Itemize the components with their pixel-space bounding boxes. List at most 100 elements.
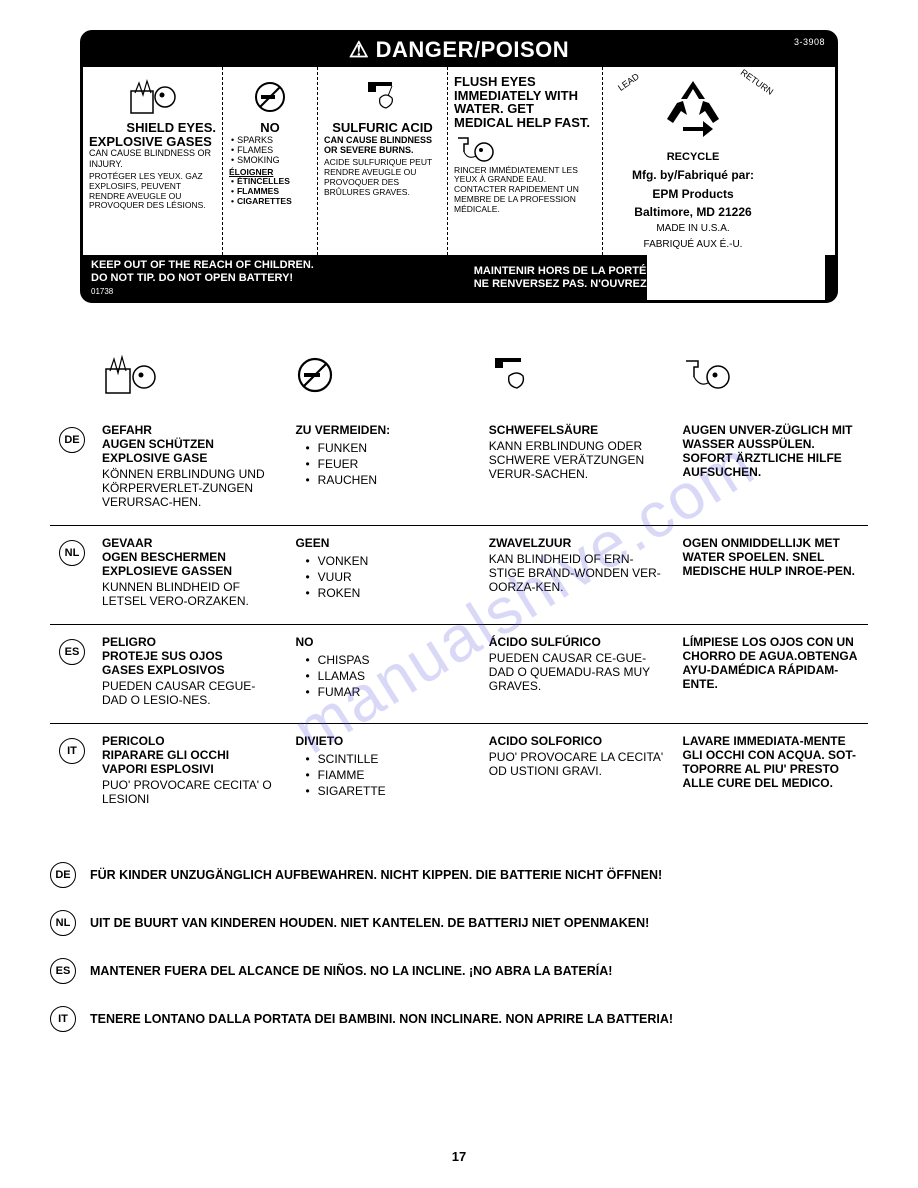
- lang-badge: DE: [50, 862, 76, 888]
- no-text: NO: [229, 121, 311, 135]
- list-item: FEUER: [305, 457, 472, 471]
- table-row: DE GEFAHRAUGEN SCHÜTZENEXPLOSIVE GASE KÖNN…: [50, 413, 868, 526]
- col4-cell: OGEN ONMIDDELLIJK MET WATER SPOELEN. SNE…: [674, 525, 868, 624]
- warning-col-2: NO SPARKS FLAMES SMOKING ÉLOIGNER ÉTINCE…: [223, 67, 318, 255]
- col4-fr-text: RINCER IMMÉDIATEMENT LES YEUX À GRANDE E…: [454, 166, 596, 215]
- item-list: CHISPASLLAMASFUMAR: [295, 653, 472, 699]
- list-item: SCINTILLE: [305, 752, 472, 766]
- warning-col-3: SULFURIC ACID CAN CAUSE BLINDNESS OR SEV…: [318, 67, 448, 255]
- bold-line: SCHWEFELSÄURE: [489, 423, 667, 437]
- lead-text: LEAD: [616, 71, 641, 93]
- lang-badge-cell: DE: [50, 413, 94, 526]
- col2-cell: DIVIETO SCINTILLE FIAMME SIGARETTE: [287, 723, 480, 822]
- text-line: KÖNNEN ERBLINDUNG UND KÖRPERVERLET-ZUNGE…: [102, 467, 280, 509]
- bottom-warning-line: DE FÜR KINDER UNZUGÄNGLICH AUFBEWAHREN. N…: [50, 862, 868, 888]
- col2-cell: NOCHISPASLLAMASFUMAR: [287, 624, 480, 723]
- sulfuric-acid-text: SULFURIC ACID: [324, 121, 441, 135]
- list-item: LLAMAS: [305, 669, 472, 683]
- footer-left1: KEEP OUT OF THE REACH OF CHILDREN.: [91, 259, 444, 272]
- bottom-warning-line: ESMANTENER FUERA DEL ALCANCE DE NIÑOS. N…: [50, 958, 868, 984]
- bold-line: ÁCIDO SULFÚRICO: [489, 635, 667, 649]
- bottom-warning-line: IT TENERE LONTANO DALLA PORTATA DEI BAMBI…: [50, 1006, 868, 1032]
- item-list: FUNKENFEUERRAUCHEN: [295, 441, 472, 487]
- bold-line: VAPORI ESPLOSIVI: [102, 762, 280, 776]
- warning-col-4: FLUSH EYES IMMEDIATELY WITH WATER. GET M…: [448, 67, 603, 255]
- table-row: ESPELIGROPROTEJE SUS OJOSGASES EXPLOSIVO…: [50, 624, 868, 723]
- col1-en-text: CAN CAUSE BLINDNESS OR INJURY.: [89, 148, 216, 169]
- warning-text: MANTENER FUERA DEL ALCANCE DE NIÑOS. NO …: [90, 964, 612, 978]
- lang-badge: NL: [59, 540, 85, 566]
- text-line: PUO' PROVOCARE LA CECITA' OD USTIONI GRA…: [489, 750, 667, 778]
- recycle-icon: [653, 73, 733, 141]
- col1-cell: GEVAAROGEN BESCHERMENEXPLOSIEVE GASSENKU…: [94, 525, 288, 624]
- col2-en-list: SPARKS FLAMES SMOKING: [229, 135, 311, 166]
- table-row: IT PERICOLORIPARARE GLI OCCHIVAPORI ESPLO…: [50, 723, 868, 822]
- footer-left2: DO NOT TIP. DO NOT OPEN BATTERY!: [91, 272, 444, 285]
- warning-label: ⚠ DANGER/POISON 3-3908 SHIELD EYES. EXPL…: [80, 30, 838, 303]
- col4-cell: LAVARE IMMEDIATA-MENTE GLI OCCHI CON ACQ…: [674, 723, 868, 822]
- warning-text: TENERE LONTANO DALLA PORTATA DEI BAMBINI…: [90, 1012, 673, 1026]
- col3-cell: ACIDO SOLFORICOPUO' PROVOCARE LA CECITA'…: [481, 723, 675, 822]
- bold-line: OGEN ONMIDDELLIJK MET WATER SPOELEN. SNE…: [682, 536, 860, 578]
- text-line: KUNNEN BLINDHEID OF LETSEL VERO-ORZAKEN.: [102, 580, 280, 608]
- bold-line: AUGEN SCHÜTZEN: [102, 437, 280, 451]
- table-row: NL GEVAAROGEN BESCHERMENEXPLOSIEVE GASSEN…: [50, 525, 868, 624]
- list-item: FUNKEN: [305, 441, 472, 455]
- bold-line: EXPLOSIEVE GASSEN: [102, 564, 280, 578]
- col3-cell: ÁCIDO SULFÚRICO PUEDEN CAUSAR CE-GUE-DAD …: [481, 624, 675, 723]
- bold-line: OGEN BESCHERMEN: [102, 550, 280, 564]
- col2-cell: ZU VERMEIDEN:FUNKENFEUERRAUCHEN: [287, 413, 480, 526]
- col4-cell: AUGEN UNVER-ZÜGLICH MIT WASSER AUSSPÜLEN…: [674, 413, 868, 526]
- lang-badge-cell: NL: [50, 525, 94, 624]
- col1-fr-text: PROTÉGER LES YEUX. GAZ EXPLOSIFS, PEUVEN…: [89, 172, 216, 211]
- bold-line: EXPLOSIVE GASE: [102, 451, 280, 465]
- mfg-line2: EPM Products: [613, 187, 773, 201]
- text-line: KANN ERBLINDUNG ODER SCHWERE VERÄTZUNGEN…: [489, 439, 667, 481]
- col2-cell: GEENVONKENVUURROKEN: [287, 525, 480, 624]
- bottom-warning-line: NLUIT DE BUURT VAN KINDEREN HOUDEN. NIET…: [50, 910, 868, 936]
- list-item: FLAMES: [231, 145, 311, 155]
- flush-icon: [682, 355, 736, 395]
- flush-eyes-icon: [454, 132, 500, 164]
- bold-line: DIVIETO: [295, 734, 472, 748]
- warning-text: FÜR KINDER UNZUGÄNGLICH AUFBEWAHREN. NIC…: [90, 868, 662, 882]
- list-item: ROKEN: [305, 586, 472, 600]
- lang-badge: IT: [50, 1006, 76, 1032]
- bold-line: AUGEN UNVER-ZÜGLICH MIT WASSER AUSSPÜLEN…: [682, 423, 860, 479]
- col1-cell: PERICOLORIPARARE GLI OCCHIVAPORI ESPLOSI…: [94, 723, 288, 822]
- list-item: SIGARETTE: [305, 784, 472, 798]
- text-line: KAN BLINDHEID OF ERN-STIGE BRAND-WONDEN …: [489, 552, 667, 594]
- page-number: 17: [0, 1149, 918, 1164]
- footer-code: 01738: [91, 287, 444, 296]
- col3-en-text: CAN CAUSE BLINDNESS OR SEVERE BURNS.: [324, 135, 441, 156]
- list-item: VUUR: [305, 570, 472, 584]
- bold-line: GEFAHR: [102, 423, 280, 437]
- lang-badge: NL: [50, 910, 76, 936]
- text-line: PUEDEN CAUSAR CE-GUE-DAD O QUEMADU-RAS M…: [489, 651, 667, 693]
- bold-line: GASES EXPLOSIVOS: [102, 663, 280, 677]
- text-line: PUEDEN CAUSAR CEGUE-DAD O LESIO-NES.: [102, 679, 280, 707]
- translation-table: DE GEFAHRAUGEN SCHÜTZENEXPLOSIVE GASE KÖNN…: [50, 343, 868, 822]
- list-item: CIGARETTES: [231, 197, 311, 207]
- bold-line: PELIGRO: [102, 635, 280, 649]
- bold-line: GEEN: [295, 536, 472, 550]
- explosive-gases-icon: [129, 77, 177, 117]
- explosive-gases-text: EXPLOSIVE GASES: [89, 135, 216, 149]
- return-text: RETURN: [738, 67, 775, 97]
- item-list: VONKENVUURROKEN: [295, 554, 472, 600]
- list-item: FIAMME: [305, 768, 472, 782]
- lang-badge-cell: IT: [50, 723, 94, 822]
- bold-line: LAVARE IMMEDIATA-MENTE GLI OCCHI CON ACQ…: [682, 734, 860, 790]
- bold-line: PROTEJE SUS OJOS: [102, 649, 280, 663]
- lang-badge: IT: [59, 738, 85, 764]
- warning-col-1: SHIELD EYES. EXPLOSIVE GASES CAN CAUSE B…: [83, 67, 223, 255]
- bottom-warnings: DE FÜR KINDER UNZUGÄNGLICH AUFBEWAHREN. N…: [50, 862, 868, 1032]
- col2-fr-list: ÉTINCELLES FLAMMES CIGARETTES: [229, 177, 311, 206]
- list-item: FUMAR: [305, 685, 472, 699]
- warning-title: ⚠ DANGER/POISON: [349, 37, 569, 62]
- shield-eyes-text: SHIELD EYES.: [89, 121, 216, 135]
- recycle-text: RECYCLE: [613, 151, 773, 164]
- lang-badge: DE: [59, 427, 85, 453]
- col1-cell: PELIGROPROTEJE SUS OJOSGASES EXPLOSIVOS P…: [94, 624, 288, 723]
- no-smoking-icon: [253, 80, 287, 114]
